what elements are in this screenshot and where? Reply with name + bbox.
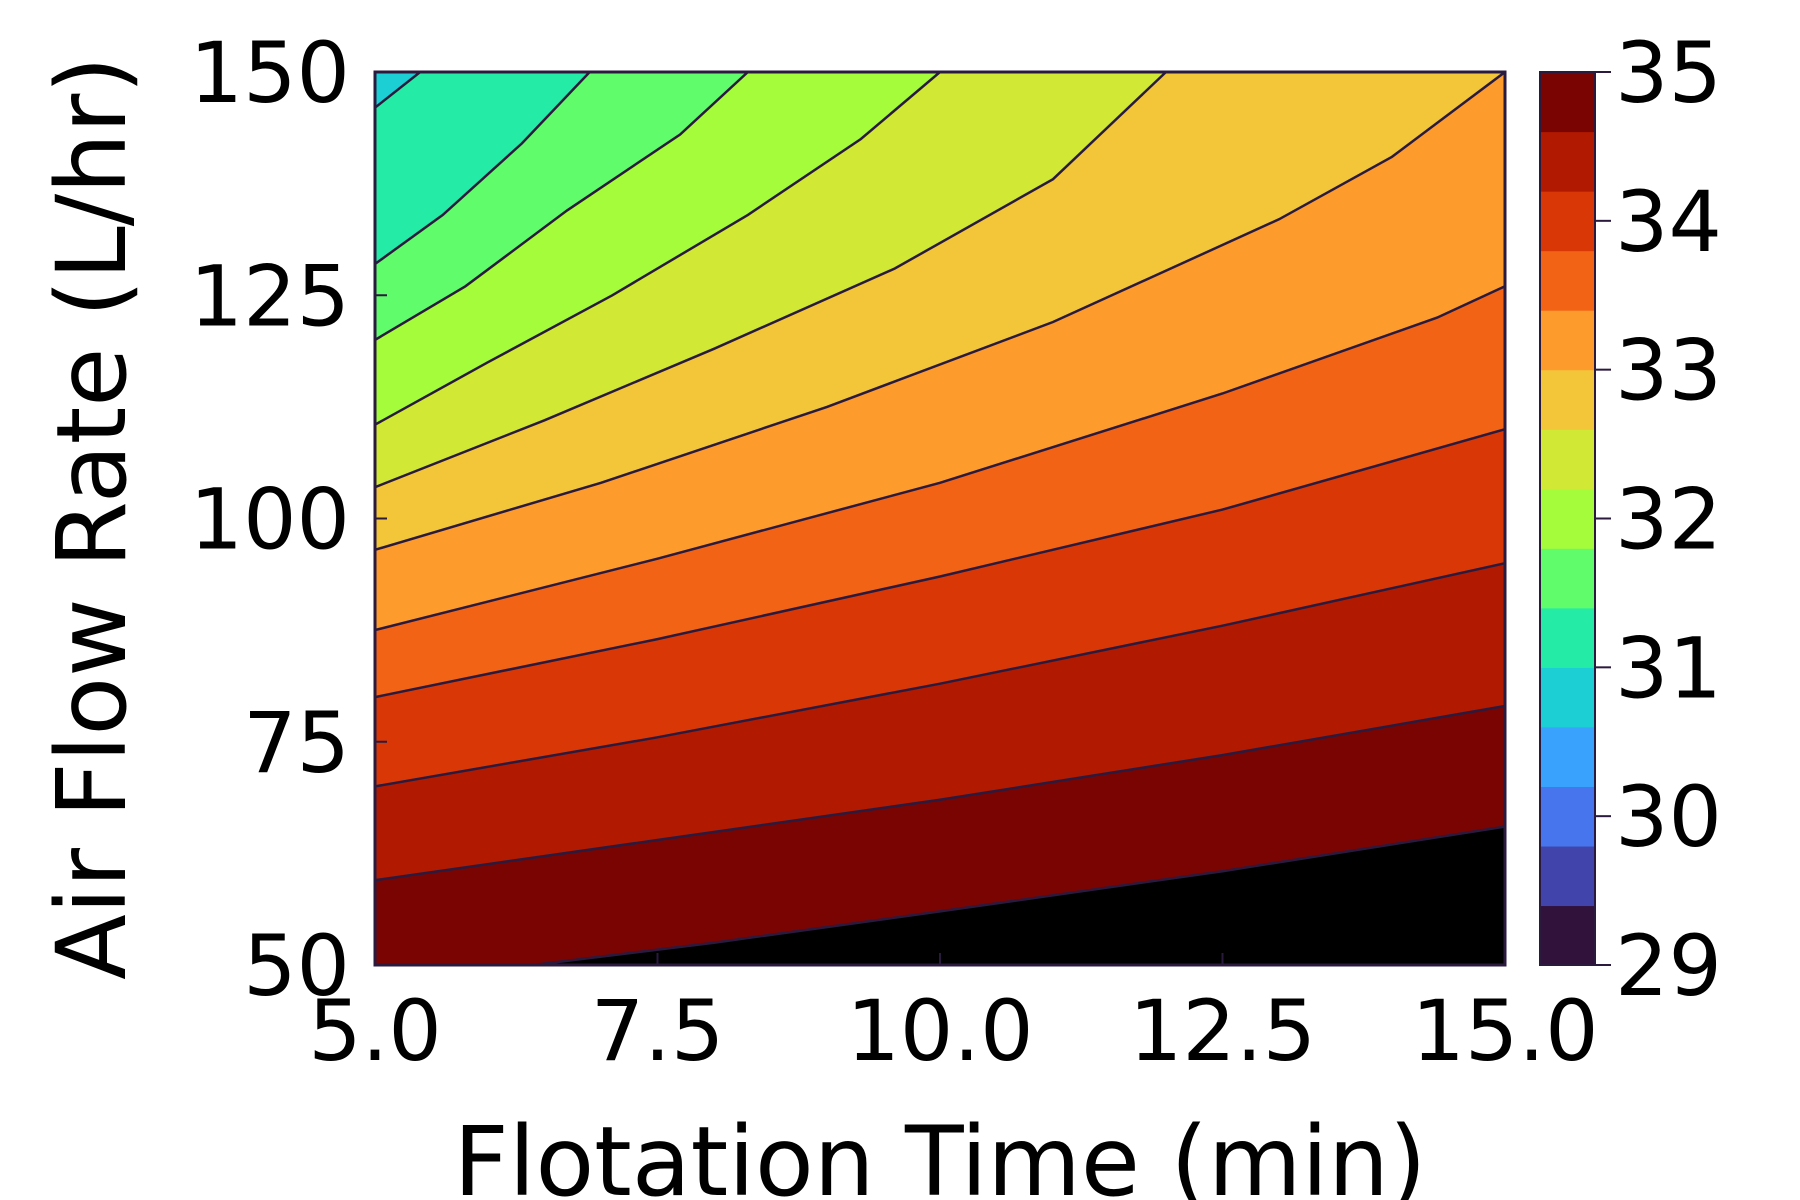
colorbar-tick-label: 35 bbox=[1615, 24, 1722, 122]
x-tick-label: 15.0 bbox=[1411, 982, 1598, 1080]
colorbar-tick-label: 33 bbox=[1615, 322, 1722, 420]
y-tick-label: 50 bbox=[243, 917, 350, 1015]
colorbar-segment bbox=[1540, 726, 1595, 787]
y-tick-label: 75 bbox=[243, 694, 350, 792]
y-axis-title: Air Flow Rate (L/hr) bbox=[36, 56, 148, 980]
colorbar-segment bbox=[1540, 548, 1595, 609]
plot-area bbox=[375, 72, 1505, 965]
x-tick-label: 12.5 bbox=[1129, 982, 1316, 1080]
colorbar-segment bbox=[1540, 191, 1595, 252]
y-axis: 50 75 100 125 150 bbox=[190, 24, 387, 1015]
y-tick-label: 100 bbox=[190, 471, 350, 569]
contour-line bbox=[375, 704, 1505, 882]
colorbar-tick-label: 32 bbox=[1615, 471, 1722, 569]
colorbar-segment bbox=[1540, 369, 1595, 430]
colorbar: 29 30 31 32 33 34 35 bbox=[1539, 24, 1722, 1015]
colorbar-segment bbox=[1540, 488, 1595, 549]
colorbar-tick-label: 29 bbox=[1615, 917, 1722, 1015]
contour-line bbox=[375, 427, 1505, 699]
contour-line bbox=[375, 72, 749, 341]
contour-line bbox=[375, 72, 1167, 489]
contour-line bbox=[533, 825, 1505, 965]
colorbar-tick-label: 30 bbox=[1615, 768, 1722, 866]
contour-band bbox=[533, 826, 1505, 965]
colorbar-segment bbox=[1540, 310, 1595, 371]
x-axis: 5.0 7.5 10.0 12.5 15.0 bbox=[308, 953, 1599, 1080]
contour-line bbox=[375, 285, 1505, 632]
contour-line bbox=[375, 72, 591, 266]
x-tick-label: 10.0 bbox=[846, 982, 1033, 1080]
y-tick-label: 150 bbox=[190, 24, 350, 122]
colorbar-segment bbox=[1540, 250, 1595, 311]
contour-line bbox=[375, 561, 1505, 788]
colorbar-segment bbox=[1540, 72, 1595, 133]
colorbar-segment bbox=[1540, 905, 1595, 966]
colorbar-segment bbox=[1540, 845, 1595, 907]
colorbar-segment bbox=[1540, 607, 1595, 668]
contour-line bbox=[375, 72, 1505, 551]
colorbar-segment bbox=[1540, 429, 1595, 490]
y-tick-label: 125 bbox=[190, 247, 350, 345]
contour-line bbox=[375, 72, 421, 109]
colorbar-tick-label: 34 bbox=[1615, 173, 1722, 271]
contour-line bbox=[375, 72, 941, 426]
colorbar-segment bbox=[1540, 131, 1595, 192]
x-tick-label: 5.0 bbox=[308, 982, 442, 1080]
x-tick-label: 7.5 bbox=[591, 982, 725, 1080]
colorbar-segment bbox=[1540, 667, 1595, 728]
colorbar-tick-label: 31 bbox=[1615, 619, 1722, 717]
colorbar-segment bbox=[1540, 786, 1595, 847]
x-axis-title: Flotation Time (min) bbox=[454, 1106, 1427, 1200]
